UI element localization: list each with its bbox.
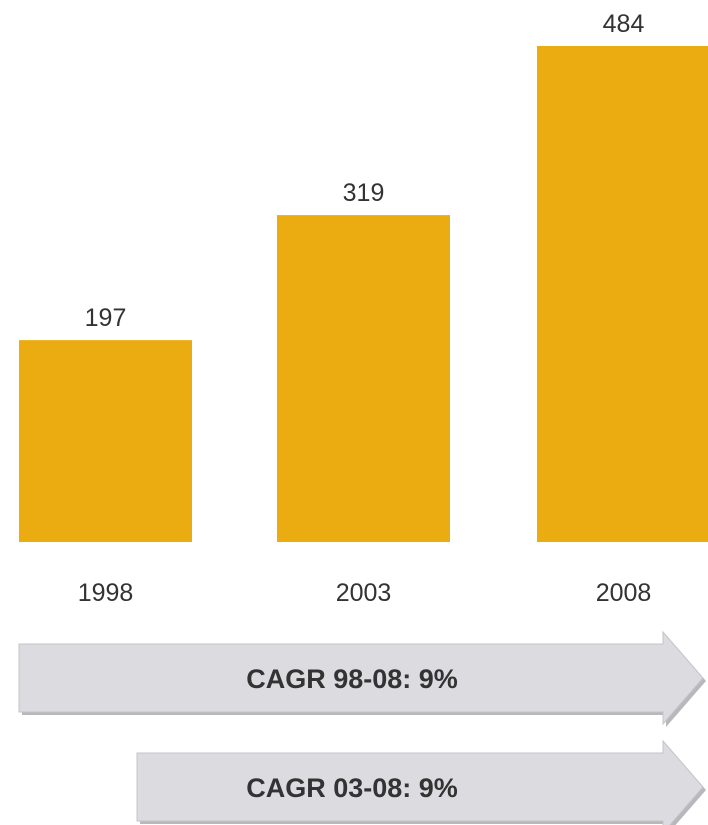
category-label-2003: 2003	[336, 579, 392, 607]
bar-2003	[277, 215, 450, 542]
value-label-2003: 319	[343, 179, 385, 207]
value-label-1998: 197	[85, 304, 127, 332]
category-label-2008: 2008	[596, 579, 652, 607]
cagr-arrows-group: CAGR 98-08: 9% CAGR 03-08: 9%	[18, 630, 706, 825]
bar-1998	[19, 340, 192, 542]
category-label-1998: 1998	[78, 579, 134, 607]
cagr-label-1: CAGR 98-08: 9%	[246, 664, 458, 694]
cagr-arrow-1	[18, 630, 704, 726]
value-label-2008: 484	[603, 10, 645, 38]
bars-group: 197 1998 319 2003 484 2008	[19, 10, 708, 607]
bar-2008	[537, 46, 708, 542]
cagr-label-2: CAGR 03-08: 9%	[246, 773, 458, 803]
cagr-arrow-2	[136, 739, 704, 825]
